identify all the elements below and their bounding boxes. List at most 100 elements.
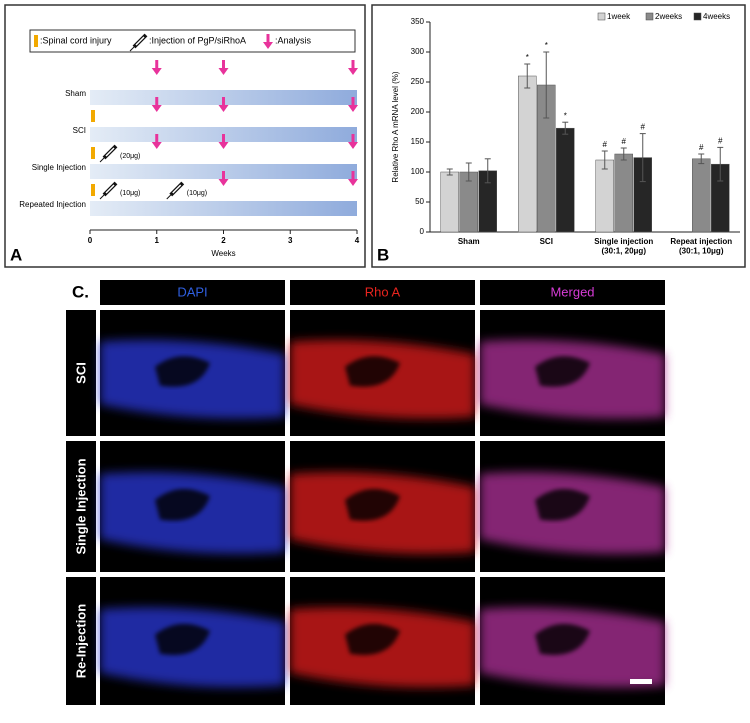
x-axis-label: Weeks — [211, 249, 235, 258]
dose-label: (10μg) — [120, 190, 140, 197]
x-tick-label: 4 — [355, 236, 360, 245]
arrow-head — [151, 142, 162, 149]
legend-swatch — [693, 12, 702, 21]
injury-mark — [91, 147, 95, 159]
dose-label: (10μg) — [187, 190, 207, 197]
lesion — [155, 356, 210, 387]
analysis-mark — [151, 60, 162, 75]
row-label-bg — [66, 310, 96, 436]
row-label-bg — [66, 441, 96, 572]
row-label: Re-Injection — [73, 604, 88, 678]
legend-syringe-icon — [129, 33, 148, 52]
micrograph — [100, 310, 285, 436]
legend-label: 1week — [607, 12, 631, 21]
injection-mark — [166, 181, 185, 200]
row-label: Repeated Injection — [19, 200, 86, 209]
x-tick-label: 2 — [221, 236, 226, 245]
error-bar — [698, 153, 705, 165]
legend-label: 4weeks — [703, 12, 730, 21]
error-bar — [717, 146, 724, 182]
syringe-inner — [172, 184, 182, 194]
significance-mark: * — [526, 53, 529, 62]
row-label: SCI — [73, 362, 88, 384]
legend-arrow-icon — [263, 34, 273, 49]
x-tick-label: 1 — [155, 236, 160, 245]
arrow-head — [348, 142, 358, 149]
legend-text: :Injection of PgP/siRhoA — [149, 35, 246, 45]
significance-mark: # — [641, 123, 646, 132]
arrow-head — [218, 142, 229, 149]
syringe-needle — [129, 46, 135, 52]
x-tick-label: Single injection (30:1, 20μg) — [594, 237, 653, 256]
significance-mark: # — [622, 137, 627, 146]
y-axis-label: Relative Rho A mRNA level (%) — [391, 71, 400, 182]
micrograph — [100, 441, 285, 572]
row-label: Sham — [65, 89, 86, 98]
injury-mark — [91, 184, 95, 196]
lesion — [345, 489, 400, 521]
bar — [440, 171, 459, 233]
analysis-mark — [151, 134, 162, 149]
arrow-head — [348, 179, 358, 186]
analysis-mark — [348, 134, 358, 149]
bar — [595, 159, 614, 233]
analysis-mark — [218, 134, 229, 149]
bar — [692, 158, 711, 233]
lesion — [535, 623, 590, 655]
analysis-mark — [218, 171, 229, 186]
arrow-head — [218, 68, 229, 75]
error-bar — [601, 150, 608, 170]
error-bar — [446, 168, 453, 176]
analysis-mark — [348, 171, 358, 186]
lesion — [155, 489, 210, 521]
syringe-needle — [99, 194, 105, 200]
significance-mark: # — [718, 137, 723, 146]
legend-injury-icon — [34, 35, 38, 47]
row-label-bg — [66, 577, 96, 705]
x-tick-label: Sham — [458, 237, 480, 246]
error-bar — [524, 63, 531, 89]
lesion — [345, 356, 400, 387]
row-label: Single Injection — [73, 458, 88, 554]
x-tick-label: 0 — [88, 236, 93, 245]
column-header: DAPI — [177, 284, 207, 299]
panel-label: A — [10, 245, 22, 264]
error-bar — [465, 162, 472, 182]
significance-mark: # — [603, 140, 608, 149]
y-tick-label: 200 — [411, 107, 425, 116]
bar — [556, 127, 575, 233]
micrograph — [480, 441, 665, 572]
error-bar — [639, 133, 646, 183]
lesion — [535, 489, 590, 521]
column-header-bg — [100, 280, 285, 305]
timeline-bar — [90, 201, 357, 216]
arrow-head — [348, 68, 358, 75]
y-tick-label: 100 — [411, 167, 425, 176]
panel-a-legend-frame — [29, 29, 356, 53]
column-header: Merged — [550, 284, 594, 299]
arrow-head — [218, 179, 229, 186]
syringe-needle — [99, 157, 105, 163]
y-tick-label: 0 — [420, 227, 425, 236]
micrograph — [290, 577, 475, 705]
arrow-head — [151, 68, 162, 75]
analysis-mark — [218, 60, 229, 75]
legend-text: :Spinal cord injury — [40, 35, 112, 45]
syringe-inner — [105, 184, 115, 194]
y-tick-label: 250 — [411, 77, 425, 86]
legend-swatch — [597, 12, 606, 21]
arrow-head — [151, 105, 162, 112]
column-header-bg — [480, 280, 665, 305]
lesion — [155, 623, 210, 655]
legend-label: 2weeks — [655, 12, 682, 21]
error-bar — [562, 121, 569, 135]
injection-mark — [99, 181, 118, 200]
micrograph — [290, 441, 475, 572]
arrow-head — [348, 105, 358, 112]
row-label: SCI — [73, 126, 86, 135]
bar — [518, 75, 537, 233]
micrograph — [290, 310, 475, 436]
lesion — [345, 623, 400, 655]
y-tick-label: 300 — [411, 47, 425, 56]
